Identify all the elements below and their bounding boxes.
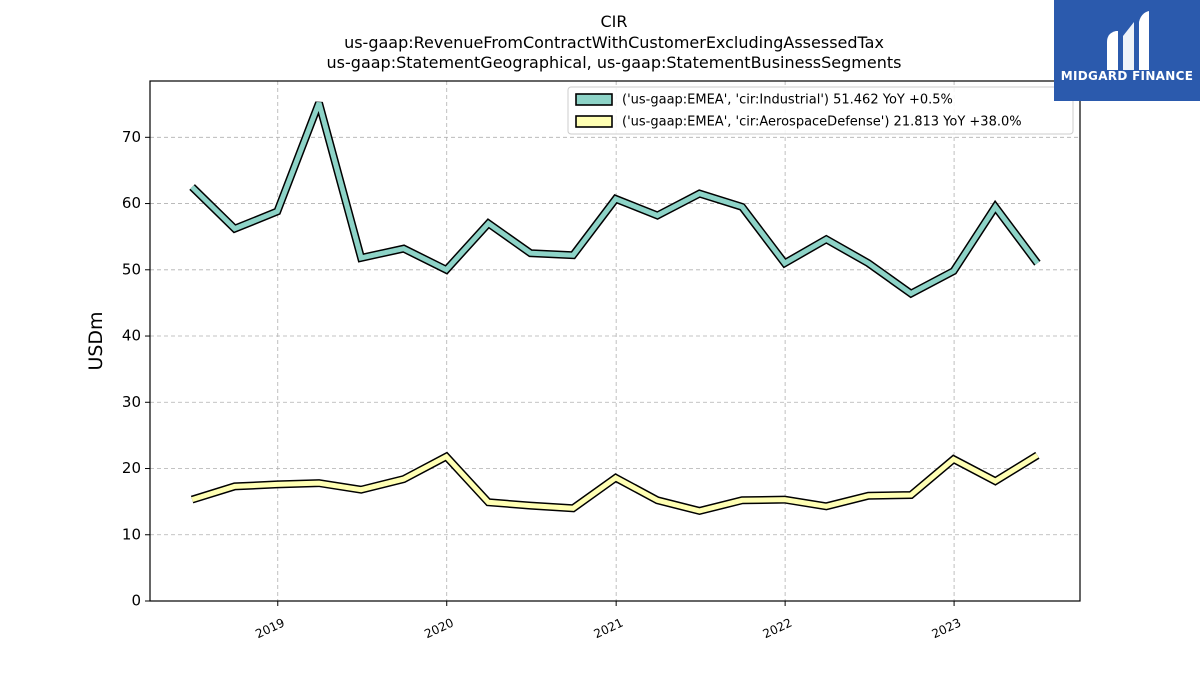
x-tick-label: 2021 <box>592 616 626 642</box>
logo-mark-icon <box>1107 11 1149 70</box>
legend-box <box>567 86 1074 135</box>
y-tick-label: 50 <box>122 260 141 278</box>
y-tick-label: 60 <box>122 194 141 212</box>
y-tick-label: 0 <box>131 592 141 610</box>
grid-lines <box>150 81 1080 602</box>
legend-label-industrial: ('us-gaap:EMEA', 'cir:Industrial') 51.46… <box>622 93 953 108</box>
logo-wordmark: MIDGARD FINANCE <box>1061 69 1193 83</box>
legend-swatch-aerospace-defense <box>575 115 613 128</box>
legend-label-aerospace-defense: ('us-gaap:EMEA', 'cir:AerospaceDefense')… <box>622 115 1022 130</box>
chart-title-line-2: us-gaap:RevenueFromContractWithCustomerE… <box>344 33 884 52</box>
series-line-0 <box>190 102 1040 297</box>
y-axis-label: USDm <box>85 311 107 370</box>
chart-title-line-1: CIR <box>600 12 627 31</box>
y-axis: 0 10 20 30 40 50 60 70 <box>122 128 150 610</box>
legend-swatch-industrial <box>575 93 613 106</box>
y-tick-label: 40 <box>122 327 141 345</box>
company-logo: MIDGARD FINANCE <box>1054 0 1200 101</box>
y-tick-label: 20 <box>122 459 141 477</box>
x-axis: 2019 2020 2021 2022 2023 <box>253 601 963 641</box>
x-tick-label: 2022 <box>761 616 795 642</box>
chart-title: CIR us-gaap:RevenueFromContractWithCusto… <box>327 12 902 72</box>
x-tick-label: 2020 <box>422 616 456 642</box>
legend: ('us-gaap:EMEA', 'cir:Industrial') 51.46… <box>567 86 1074 135</box>
y-tick-label: 10 <box>122 525 141 543</box>
chart-title-line-3: us-gaap:StatementGeographical, us-gaap:S… <box>327 53 902 72</box>
y-tick-label: 70 <box>122 128 141 146</box>
y-tick-label: 30 <box>122 393 141 411</box>
series-layer <box>189 101 1041 516</box>
x-tick-label: 2023 <box>930 616 964 642</box>
plot-area-frame <box>149 80 1081 602</box>
series-line-1 <box>191 453 1039 514</box>
x-tick-label: 2019 <box>253 616 287 642</box>
